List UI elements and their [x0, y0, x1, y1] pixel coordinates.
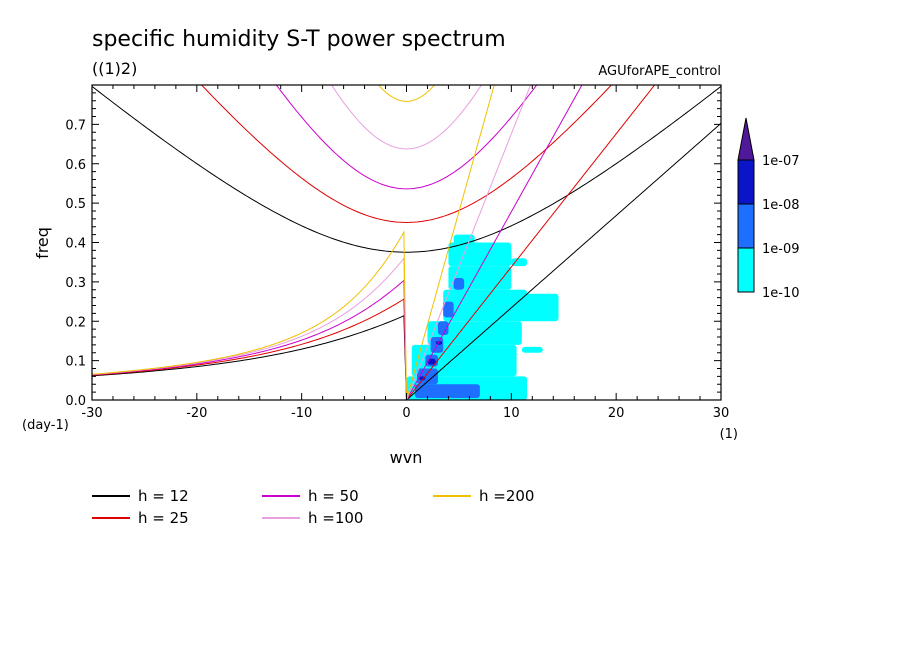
x-tick-label: -30: [81, 406, 102, 421]
mrg-curve-h100: [92, 256, 407, 400]
x-tick-label: 0: [402, 406, 410, 421]
gravity-curve-h50: [275, 85, 538, 190]
kelvin-curve-h200: [406, 85, 495, 400]
colorbar-label: 1e-08: [762, 198, 800, 213]
kelvin-curve-h100: [406, 85, 532, 400]
colorbar-label: 1e-07: [762, 154, 800, 169]
spectrum-patch-9: [453, 234, 475, 247]
y-tick-label: 0.5: [65, 197, 86, 212]
colorbar-label: 1e-09: [762, 242, 800, 257]
colorbar-swatch-0: [737, 247, 755, 293]
legend: h = 12 h = 25 h = 50 h =100 h =200: [92, 487, 534, 527]
dispersion-curves: [92, 85, 721, 400]
plot-frame: [91, 84, 722, 401]
plot-area: -30 -20 -10 0 10 20 30 0.0 0.1 0.2 0.3 0.4 0.5 0.6 0.7: [65, 84, 729, 421]
spectrum-patch-5: [448, 242, 512, 267]
kelvin-curve-h25: [406, 85, 656, 400]
x-tick-label: 20: [608, 406, 625, 421]
colorbar: 1e-10 1e-09 1e-08 1e-07: [737, 117, 800, 301]
y-unit-label: (day-1): [22, 418, 69, 433]
spectrum-patch-17: [427, 358, 436, 365]
spectrum-patch-16: [453, 277, 465, 290]
x-tick-label: 10: [503, 406, 520, 421]
legend-label-h50: h = 50: [308, 487, 359, 505]
gravity-curve-h100: [331, 85, 482, 150]
mrg-curve-h25: [92, 298, 407, 400]
x-axis-label: wvn: [390, 448, 423, 467]
spectrum-shading: [406, 234, 559, 400]
y-tick-label: 0.3: [65, 276, 86, 291]
kelvin-curve-h12: [406, 122, 721, 400]
y-tick-label: 0.1: [65, 355, 86, 370]
mrg-curve-h200: [92, 230, 407, 400]
x-tick-label: -10: [291, 406, 312, 421]
y-tick-label: 0.6: [65, 158, 86, 173]
y-tick-label: 0.0: [65, 394, 86, 409]
mrg-curve-h50: [92, 279, 407, 400]
axis-ticks: -30 -20 -10 0 10 20 30 0.0 0.1 0.2 0.3 0.4 0.5 0.6 0.7: [65, 85, 729, 421]
gravity-curve-h12: [92, 85, 721, 253]
colorbar-label: 1e-10: [762, 286, 800, 301]
y-axis-label: freq: [33, 227, 52, 259]
y-tick-label: 0.7: [65, 118, 86, 133]
x-tick-label: -20: [186, 406, 207, 421]
colorbar-swatch-2: [737, 159, 755, 205]
spectrum-patch-2: [427, 321, 522, 345]
spectrum-patch-3: [443, 289, 528, 322]
mrg-curve-h12: [92, 315, 407, 400]
gravity-curve-h200: [377, 85, 436, 102]
gravity-curve-h25: [200, 85, 613, 223]
y-tick-label: 0.2: [65, 315, 86, 330]
x-tick-label: 30: [713, 406, 730, 421]
colorbar-swatch-1: [737, 203, 755, 249]
legend-label-h100: h =100: [308, 509, 363, 527]
colorbar-extend-arrow: [737, 117, 755, 161]
legend-label-h200: h =200: [479, 487, 534, 505]
spectrum-patch-6: [521, 293, 559, 322]
chart-title: specific humidity S-T power spectrum: [92, 27, 506, 52]
legend-label-h12: h = 12: [138, 487, 189, 505]
spectrum-patch-10: [414, 384, 480, 399]
spectrum-patch-7: [511, 258, 528, 267]
spectrum-patch-14: [437, 321, 449, 336]
x-unit-label: (1): [720, 427, 738, 442]
legend-label-h25: h = 25: [138, 509, 189, 527]
chart-subtitle: ((1)2): [92, 59, 137, 78]
spectrum-patch-8: [521, 346, 543, 353]
spectrum-patch-15: [443, 301, 454, 318]
run-label: AGUforAPE_control: [598, 64, 721, 79]
y-tick-label: 0.4: [65, 237, 86, 252]
kelvin-curve-h50: [406, 85, 583, 400]
